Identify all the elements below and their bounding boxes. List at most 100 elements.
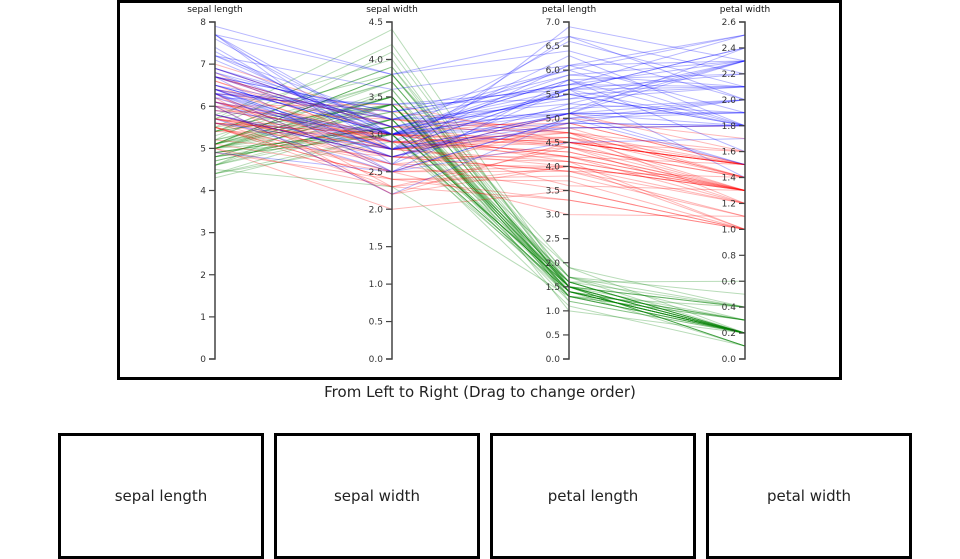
axis-petal-width[interactable]: petal width 0.0 0.2 0.4 0.6 0.8 1.0 1.2 1.4 1.6 1.… xyxy=(720,5,770,365)
line-virginica-22 xyxy=(214,99,746,150)
line-setosa-39 xyxy=(214,133,746,334)
axis-title[interactable]: sepal width xyxy=(366,5,418,15)
line-virginica-10 xyxy=(214,34,746,90)
line-setosa-3 xyxy=(214,118,746,334)
line-virginica-4 xyxy=(214,88,746,143)
line-virginica-49 xyxy=(214,60,746,105)
line-virginica-28 xyxy=(214,101,746,135)
axis-title[interactable]: sepal length xyxy=(187,5,243,15)
line-virginica-5 xyxy=(214,73,746,135)
tick-label: 5.0 xyxy=(546,114,561,124)
order-box-petal-length[interactable]: petal length xyxy=(490,433,696,559)
line-virginica-44 xyxy=(214,60,746,120)
line-setosa-37 xyxy=(214,96,746,334)
line-versicolor-46 xyxy=(214,118,746,204)
axis-title[interactable]: petal length xyxy=(542,5,596,15)
tick-label: 1.0 xyxy=(546,307,561,317)
order-box-label: sepal width xyxy=(333,487,421,505)
order-box-label: petal width xyxy=(766,487,852,505)
axis-petal-length[interactable]: petal length 0.0 0.5 1.0 1.5 2.0 2.5 3.0 3.5 4.0 4… xyxy=(542,5,596,365)
line-setosa-14 xyxy=(214,133,746,347)
tick-label: 0.4 xyxy=(722,303,737,313)
line-versicolor-7 xyxy=(214,93,746,153)
line-setosa-4 xyxy=(214,126,746,334)
line-virginica-17 xyxy=(214,84,746,135)
line-virginica-40 xyxy=(214,67,746,128)
line-virginica-46 xyxy=(214,60,746,135)
line-versicolor-5 xyxy=(214,84,746,166)
line-setosa-30 xyxy=(214,118,746,334)
tick-label: 2.6 xyxy=(722,18,737,28)
tick-label: 6.5 xyxy=(546,42,560,52)
line-versicolor-22 xyxy=(214,101,746,191)
tick-label: 7.0 xyxy=(546,18,561,28)
tick-label: 4.0 xyxy=(369,56,384,66)
line-virginica-31 xyxy=(214,46,746,150)
line-virginica-48 xyxy=(214,84,746,135)
line-setosa-7 xyxy=(214,103,746,321)
line-versicolor-40 xyxy=(214,126,746,191)
tick-label: 0 xyxy=(200,355,206,365)
order-caption: From Left to Right (Drag to change order… xyxy=(324,383,636,401)
line-setosa-46 xyxy=(214,133,746,321)
tick-label: 1.6 xyxy=(722,148,737,158)
tick-label: 0.2 xyxy=(722,329,736,339)
line-setosa-2 xyxy=(214,133,746,334)
chart-frame xyxy=(117,0,842,380)
axis-sepal-width[interactable]: sepal width 0.0 0.5 1.0 1.5 2.0 2.5 3.0 3.5 4.0 4.… xyxy=(366,5,418,365)
line-virginica-43 xyxy=(214,112,746,158)
order-box-sepal-width[interactable]: sepal width xyxy=(274,433,480,559)
line-virginica-36 xyxy=(214,34,746,135)
axis-sepal-length[interactable]: sepal length 0 1 2 3 4 5 6 7 8 xyxy=(187,5,243,365)
line-versicolor-4 xyxy=(214,126,746,191)
tick-label: 0.0 xyxy=(546,355,561,365)
order-box-petal-width[interactable]: petal width xyxy=(706,433,912,559)
line-setosa-17 xyxy=(214,66,746,308)
line-setosa-35 xyxy=(214,126,746,347)
tick-label: 2.4 xyxy=(722,44,737,54)
line-setosa-40 xyxy=(214,103,746,334)
tick-label: 2.0 xyxy=(722,96,737,106)
line-virginica-3 xyxy=(214,59,746,135)
line-virginica-32 xyxy=(214,25,746,101)
line-setosa-21 xyxy=(214,103,746,334)
line-versicolor-35 xyxy=(214,131,746,166)
line-versicolor-34 xyxy=(214,105,746,158)
line-versicolor-45 xyxy=(214,122,746,191)
line-setosa-11 xyxy=(214,81,746,334)
line-versicolor-41 xyxy=(214,126,746,204)
line-setosa-25 xyxy=(214,103,746,334)
tick-label: 1.5 xyxy=(369,243,383,253)
tick-label: 1.0 xyxy=(369,280,384,290)
tick-label: 3 xyxy=(200,229,206,239)
line-setosa-32 xyxy=(214,103,746,308)
tick-label: 0.5 xyxy=(369,318,383,328)
line-virginica-41 xyxy=(214,47,746,128)
tick-label: 3.0 xyxy=(546,211,561,221)
line-virginica-37 xyxy=(214,47,746,105)
line-setosa-18 xyxy=(214,96,746,321)
line-setosa-19 xyxy=(214,73,746,321)
tick-label: 8 xyxy=(200,18,206,28)
line-versicolor-24 xyxy=(214,101,746,204)
tick-label: 0.6 xyxy=(722,277,737,287)
tick-label: 2.5 xyxy=(369,168,383,178)
line-setosa-16 xyxy=(214,28,746,308)
line-setosa-24 xyxy=(214,111,746,295)
line-versicolor-44 xyxy=(214,147,746,230)
line-setosa-28 xyxy=(214,96,746,334)
order-box-sepal-length[interactable]: sepal length xyxy=(58,433,264,559)
line-virginica-34 xyxy=(214,93,746,166)
line-setosa-23 xyxy=(214,88,746,334)
line-setosa-12 xyxy=(214,103,746,334)
axis-title[interactable]: petal width xyxy=(720,5,770,15)
series-virginica xyxy=(214,25,746,195)
line-setosa-20 xyxy=(214,73,746,321)
line-setosa-15 xyxy=(214,58,746,334)
line-setosa-22 xyxy=(214,81,746,308)
line-setosa-31 xyxy=(214,126,746,334)
line-virginica-16 xyxy=(214,60,746,120)
line-versicolor-8 xyxy=(214,152,746,230)
series-versicolor xyxy=(214,63,746,230)
line-setosa-49 xyxy=(214,81,746,334)
